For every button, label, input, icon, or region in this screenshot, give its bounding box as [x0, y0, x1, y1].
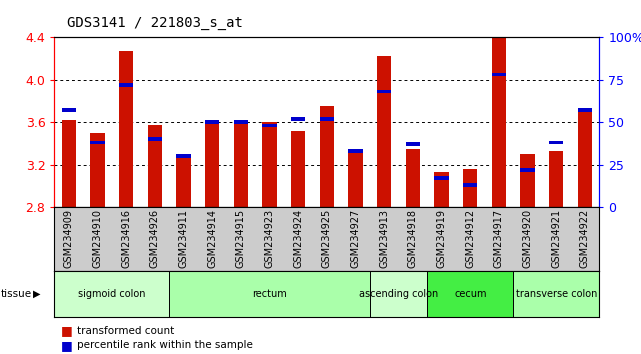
Bar	[320, 106, 334, 207]
Bar	[463, 169, 478, 207]
Text: GSM234919: GSM234919	[437, 209, 447, 268]
Bar	[291, 131, 305, 207]
Bar	[549, 141, 563, 144]
Bar	[62, 120, 76, 207]
Text: GSM234920: GSM234920	[522, 209, 533, 268]
Text: GSM234917: GSM234917	[494, 209, 504, 268]
Text: GDS3141 / 221803_s_at: GDS3141 / 221803_s_at	[67, 16, 243, 30]
Bar	[119, 83, 133, 87]
Bar	[406, 149, 420, 207]
Bar	[549, 151, 563, 207]
Text: ■: ■	[61, 325, 72, 337]
Bar	[169, 271, 370, 317]
Text: GSM234913: GSM234913	[379, 209, 389, 268]
Text: GSM234923: GSM234923	[265, 209, 274, 268]
Text: GSM234927: GSM234927	[351, 209, 361, 268]
Bar	[262, 124, 277, 127]
Bar	[320, 117, 334, 121]
Text: ascending colon: ascending colon	[359, 289, 438, 299]
Bar	[54, 271, 169, 317]
Text: GSM234915: GSM234915	[236, 209, 246, 268]
Bar	[205, 120, 219, 124]
Bar	[520, 168, 535, 172]
Text: GSM234925: GSM234925	[322, 209, 332, 268]
Bar	[234, 120, 248, 207]
Bar	[119, 51, 133, 207]
Text: GSM234926: GSM234926	[150, 209, 160, 268]
Text: GSM234921: GSM234921	[551, 209, 562, 268]
Bar	[291, 117, 305, 121]
Bar	[62, 108, 76, 112]
Text: GSM234918: GSM234918	[408, 209, 418, 268]
Text: GSM234916: GSM234916	[121, 209, 131, 268]
Text: sigmoid colon: sigmoid colon	[78, 289, 146, 299]
Text: ■: ■	[61, 339, 72, 352]
Text: tissue: tissue	[1, 289, 32, 299]
Bar	[492, 37, 506, 207]
Bar	[463, 183, 478, 187]
Bar	[513, 271, 599, 317]
Bar	[435, 176, 449, 180]
Text: GSM234909: GSM234909	[64, 209, 74, 268]
Bar	[205, 120, 219, 207]
Bar	[377, 56, 392, 207]
Bar	[520, 154, 535, 207]
Text: GSM234911: GSM234911	[179, 209, 188, 268]
Text: GSM234924: GSM234924	[293, 209, 303, 268]
Bar	[370, 271, 428, 317]
Bar	[90, 141, 104, 144]
Bar	[406, 142, 420, 146]
Bar	[349, 149, 363, 153]
Text: cecum: cecum	[454, 289, 487, 299]
Bar	[435, 172, 449, 207]
Text: GSM234922: GSM234922	[580, 209, 590, 268]
Text: GSM234912: GSM234912	[465, 209, 475, 268]
Bar	[147, 137, 162, 141]
Bar	[90, 133, 104, 207]
Bar	[578, 108, 592, 207]
Bar	[492, 73, 506, 76]
Text: transverse colon: transverse colon	[515, 289, 597, 299]
Bar	[377, 90, 392, 93]
Bar	[234, 120, 248, 124]
Text: GSM234910: GSM234910	[92, 209, 103, 268]
Text: rectum: rectum	[252, 289, 287, 299]
Bar	[349, 150, 363, 207]
Text: percentile rank within the sample: percentile rank within the sample	[77, 340, 253, 350]
Bar	[262, 122, 277, 207]
Bar	[428, 271, 513, 317]
Text: transformed count: transformed count	[77, 326, 174, 336]
Bar	[176, 154, 191, 207]
Bar	[176, 154, 191, 158]
Bar	[147, 125, 162, 207]
Text: ▶: ▶	[33, 289, 41, 299]
Text: GSM234914: GSM234914	[207, 209, 217, 268]
Bar	[578, 108, 592, 112]
